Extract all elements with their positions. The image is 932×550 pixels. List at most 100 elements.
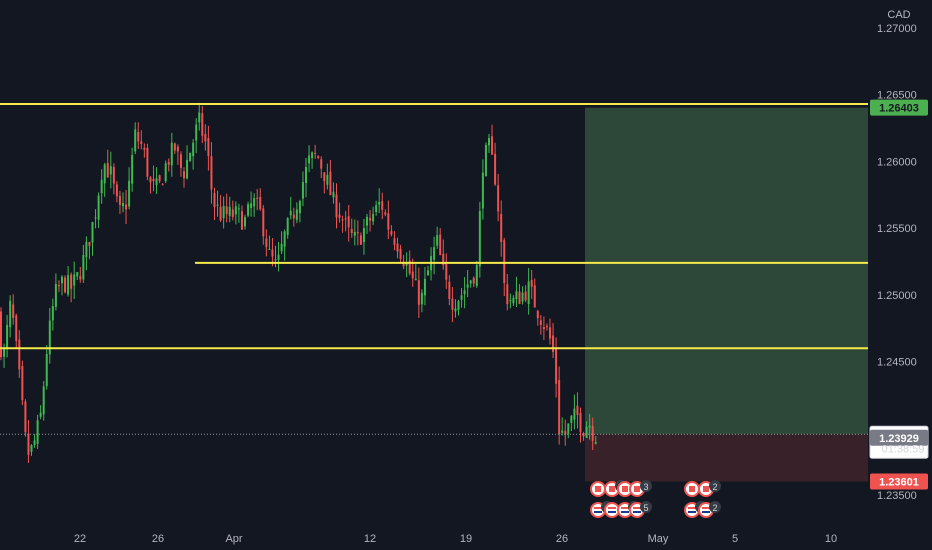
bear-candle-body (12, 304, 15, 318)
horizontal-levels[interactable] (0, 103, 868, 350)
bear-candle-body (146, 147, 149, 177)
bull-candle-body (103, 164, 106, 184)
event-count-badge (709, 501, 721, 513)
time-axis[interactable]: 22 26 Apr 12 19 26 May 5 10 (74, 533, 837, 545)
bull-candle-body (405, 263, 408, 266)
bull-candle-body (332, 191, 335, 198)
maple-leaf-shape (703, 486, 709, 492)
bear-candle-body (555, 348, 558, 384)
time-tick-label: Apr (225, 533, 242, 545)
bear-candle-body (524, 291, 527, 301)
us-flag-icon[interactable]: 2 (698, 501, 721, 518)
event-count-badge (640, 501, 652, 513)
bull-candle-body (85, 241, 88, 258)
bull-candle-body (478, 211, 481, 267)
bear-candle-body (292, 214, 295, 219)
bear-candle-body (558, 380, 561, 435)
position-zones (585, 107, 868, 482)
event-count-label: 3 (643, 482, 648, 492)
bear-candle-body (564, 430, 567, 435)
price-axis[interactable]: CAD 1.27000 1.26500 1.26000 1.25500 1.25000 1… (877, 9, 917, 502)
bear-candle-body (21, 366, 24, 401)
bull-candle-body (195, 124, 198, 141)
bull-candle-body (588, 425, 591, 428)
bear-candle-body (213, 192, 216, 208)
bull-candle-body (42, 386, 45, 415)
bear-candle-body (396, 243, 399, 252)
bull-candle-body (9, 300, 12, 328)
maple-leaf-shape (609, 486, 615, 492)
bull-candle-body (48, 320, 51, 355)
bear-candle-body (265, 238, 268, 248)
price-tick-label: 1.25500 (877, 223, 917, 235)
bull-candle-body (189, 152, 192, 162)
bull-candle-body (33, 440, 36, 445)
maple-leaf-shape (595, 486, 601, 492)
bull-candle-body (515, 291, 518, 300)
bull-candle-body (366, 216, 368, 226)
bull-candle-body (585, 427, 588, 438)
bear-candle-body (335, 194, 338, 218)
bear-candle-body (582, 433, 585, 437)
bear-candle-body (359, 235, 362, 245)
bull-candle-body (521, 292, 524, 302)
bull-candle-body (76, 272, 79, 277)
bear-candle-body (445, 261, 448, 280)
bear-candle-body (576, 405, 579, 416)
canada-flag-icon[interactable] (684, 481, 700, 497)
event-count-badge (709, 480, 721, 492)
bear-candle-body (381, 201, 384, 210)
stripe-shape (621, 507, 629, 509)
bull-candle-body (170, 142, 173, 166)
canada-flag-icon[interactable]: 3 (629, 480, 652, 497)
bear-candle-body (341, 219, 344, 221)
bull-candle-body (253, 198, 256, 207)
bull-candle-body (30, 445, 33, 452)
canada-flag-icon[interactable]: 2 (698, 480, 721, 497)
time-tick-label: 10 (825, 533, 837, 545)
bull-candle-body (6, 324, 9, 349)
bear-candle-body (137, 132, 140, 142)
maple-leaf-shape (622, 486, 628, 492)
bull-candle-body (192, 142, 195, 157)
bear-candle-body (439, 234, 442, 255)
candlestick-series (0, 102, 597, 464)
bull-candle-body (3, 348, 6, 357)
bear-candle-body (500, 214, 503, 243)
us-flag-icon[interactable]: 5 (629, 501, 652, 518)
bull-candle-body (91, 222, 94, 243)
bear-candle-body (210, 156, 213, 190)
bull-candle-body (375, 205, 378, 212)
bear-candle-body (173, 143, 176, 151)
price-tick-label: 1.23500 (877, 490, 917, 502)
bull-candle-body (362, 228, 365, 243)
bull-candle-body (436, 235, 439, 246)
time-tick-label: 26 (556, 533, 568, 545)
bull-candle-body (570, 415, 573, 423)
event-markers[interactable]: 23248542 (590, 480, 721, 518)
bull-candle-body (420, 292, 423, 305)
bull-candle-body (481, 172, 484, 209)
bull-candle-body (305, 166, 307, 184)
bear-candle-body (231, 209, 234, 218)
canada-flag-icon[interactable] (590, 481, 606, 497)
us-flag-icon[interactable] (604, 502, 620, 518)
bear-candle-body (15, 315, 18, 342)
bull-candle-body (234, 206, 237, 215)
bear-candle-body (79, 276, 82, 280)
stripe-shape (608, 507, 616, 509)
bull-candle-body (469, 280, 472, 284)
event-count-label: 2 (712, 503, 717, 513)
bear-candle-body (201, 113, 204, 136)
bear-candle-body (387, 213, 390, 230)
bull-candle-body (94, 217, 97, 219)
bear-candle-body (140, 141, 143, 145)
bull-candle-body (488, 137, 490, 146)
bear-candle-body (536, 310, 539, 319)
bull-candle-body (301, 182, 304, 199)
price-label-alert: 1.23929 (879, 433, 919, 445)
stripe-shape (633, 507, 641, 509)
bear-candle-body (207, 138, 210, 157)
